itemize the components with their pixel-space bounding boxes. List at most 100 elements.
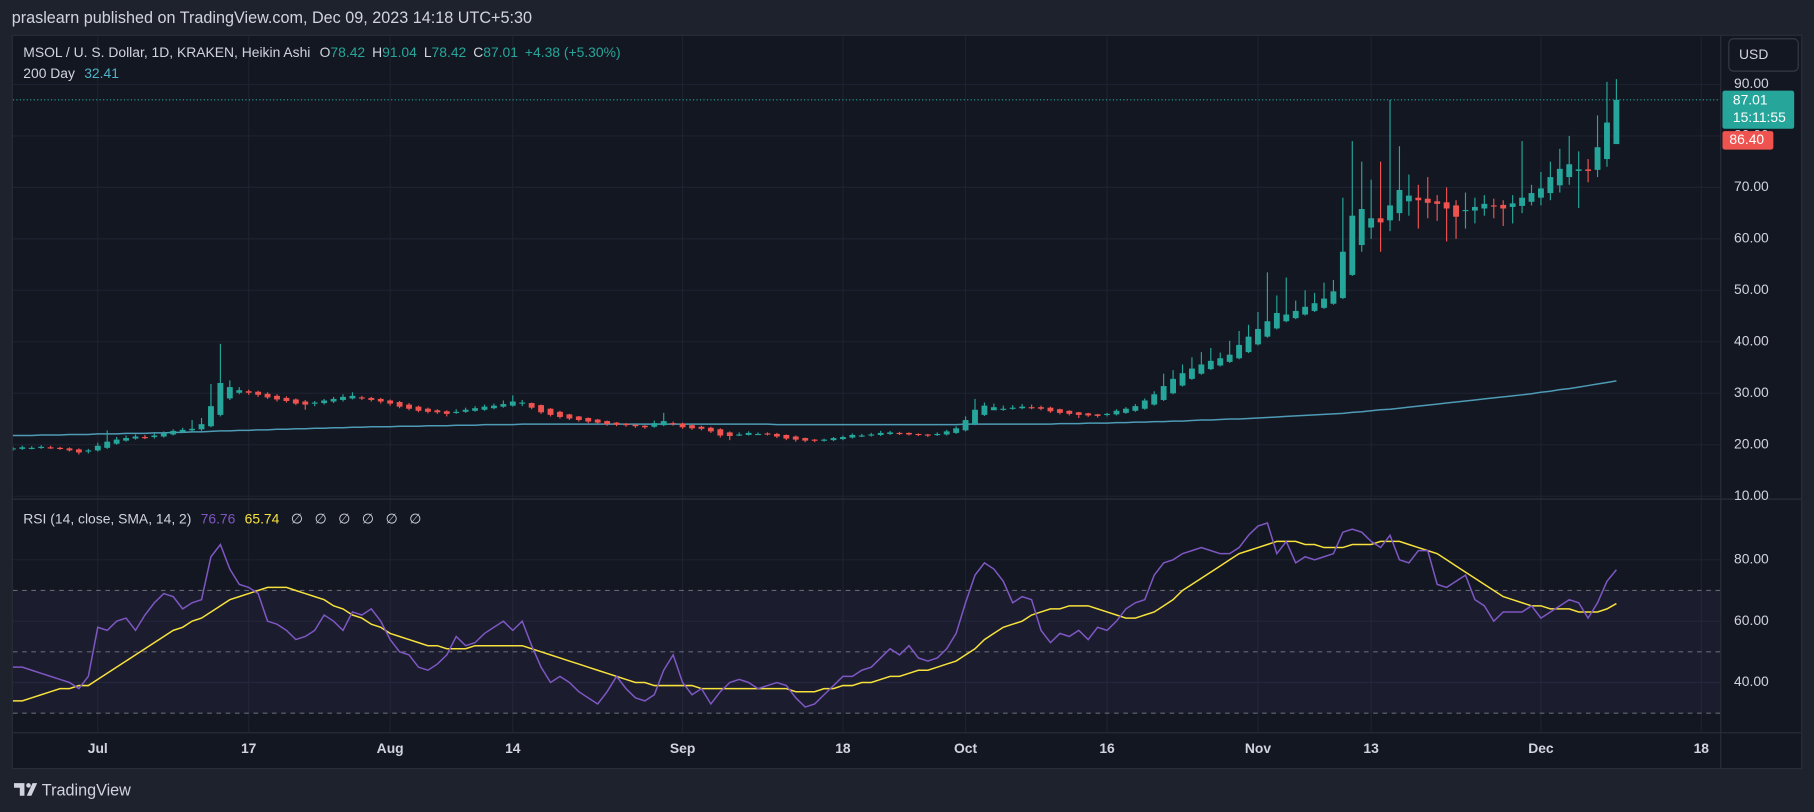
candle-body — [47, 447, 54, 449]
hidden-plot-icon: ∅ — [315, 510, 327, 526]
candle-body — [613, 422, 620, 425]
candle-body — [1009, 407, 1016, 409]
candle-body — [1538, 188, 1544, 198]
price-pane — [12, 79, 1721, 455]
candle-body — [1151, 394, 1158, 405]
rsi-line — [12, 522, 1617, 708]
x-tick-label: 18 — [835, 740, 851, 756]
candle-body — [1509, 203, 1516, 207]
candle-body — [179, 429, 186, 432]
candle-body — [1085, 413, 1092, 416]
candle-body — [387, 400, 394, 404]
ma-value: 32.41 — [84, 65, 119, 81]
candle-body — [1019, 406, 1026, 409]
candle-body — [491, 405, 497, 409]
candle-body — [528, 403, 535, 408]
candle-body — [981, 405, 988, 415]
candle-body — [500, 404, 507, 407]
candle-body — [1339, 251, 1346, 299]
candle-body — [1471, 206, 1478, 211]
candle-body — [962, 420, 969, 431]
candle-body — [132, 436, 139, 439]
candle-body — [1604, 122, 1610, 160]
candle-body — [57, 447, 63, 449]
candle-body — [1575, 169, 1582, 171]
currency-button[interactable] — [1728, 38, 1799, 72]
candle-body — [660, 421, 667, 426]
x-tick-label: 13 — [1363, 740, 1379, 756]
ohlc-letter: L — [424, 44, 432, 60]
y-tick-label: 20.00 — [1734, 435, 1769, 451]
chart-panel — [11, 34, 1803, 770]
candle-body — [406, 404, 412, 409]
candle-body — [1113, 410, 1120, 415]
rsi-tick-label: 40.00 — [1734, 673, 1769, 689]
candle-body — [443, 411, 450, 414]
y-tick-label: 30.00 — [1734, 384, 1769, 400]
candle-body — [38, 446, 45, 448]
candle-body — [1056, 409, 1063, 413]
candle-body — [707, 427, 714, 432]
candle-body — [1160, 386, 1167, 400]
candle-body — [641, 425, 648, 428]
candle-body — [1443, 202, 1450, 209]
candle-body — [887, 432, 894, 434]
x-tick-label: 16 — [1099, 740, 1115, 756]
candle-body — [632, 424, 639, 427]
candle-body — [264, 393, 271, 398]
candle-body — [811, 439, 818, 441]
candle-body — [604, 421, 611, 425]
candle-body — [396, 402, 403, 407]
candle-body — [245, 391, 252, 393]
open-value: 78.42 — [330, 44, 365, 60]
candle-body — [764, 433, 771, 435]
candle-body — [1481, 203, 1488, 209]
candle-body — [1405, 195, 1412, 202]
candle-body — [1434, 201, 1441, 204]
candle-body — [849, 434, 856, 438]
candle-body — [1585, 169, 1592, 171]
candle-body — [236, 390, 243, 393]
candle-body — [773, 433, 780, 437]
candle-body — [208, 406, 214, 427]
real-close-tag — [1722, 131, 1774, 150]
low-value: 78.42 — [432, 44, 467, 60]
candle-body — [75, 449, 82, 453]
candle-body — [1179, 373, 1186, 386]
candle-body — [12, 448, 16, 450]
candle-body — [1613, 99, 1620, 145]
candle-body — [745, 432, 752, 435]
candle-body — [689, 425, 695, 429]
candle-body — [585, 417, 592, 422]
candle-body — [1500, 204, 1507, 209]
candle-body — [66, 448, 73, 451]
candle-body — [1132, 406, 1139, 411]
candle-body — [1368, 218, 1375, 228]
candle-body — [1377, 218, 1384, 223]
candle-body — [1000, 408, 1007, 410]
rsi-pane — [12, 522, 1721, 714]
candle-body — [349, 395, 356, 399]
candle-body — [94, 445, 101, 451]
candle-body — [85, 450, 92, 452]
hidden-plot-icon: ∅ — [338, 510, 350, 526]
candle-body — [1245, 336, 1252, 353]
candle-body — [726, 432, 733, 436]
candle-body — [113, 439, 120, 444]
x-tick-label: Aug — [377, 740, 404, 756]
candle-body — [1217, 358, 1224, 366]
rsi-sma-value: 65.74 — [245, 510, 280, 526]
logo-icon — [14, 783, 38, 796]
candle-body — [453, 411, 460, 413]
candle-body — [755, 433, 761, 436]
candle-body — [1519, 197, 1525, 206]
candle-body — [1255, 328, 1261, 345]
x-tick-label: 14 — [505, 740, 521, 756]
candle-body — [1273, 312, 1280, 329]
candle-body — [302, 401, 309, 405]
candle-body — [519, 402, 526, 404]
moving-average-line — [12, 380, 1617, 437]
rsi-tick-label: 60.00 — [1734, 612, 1769, 628]
